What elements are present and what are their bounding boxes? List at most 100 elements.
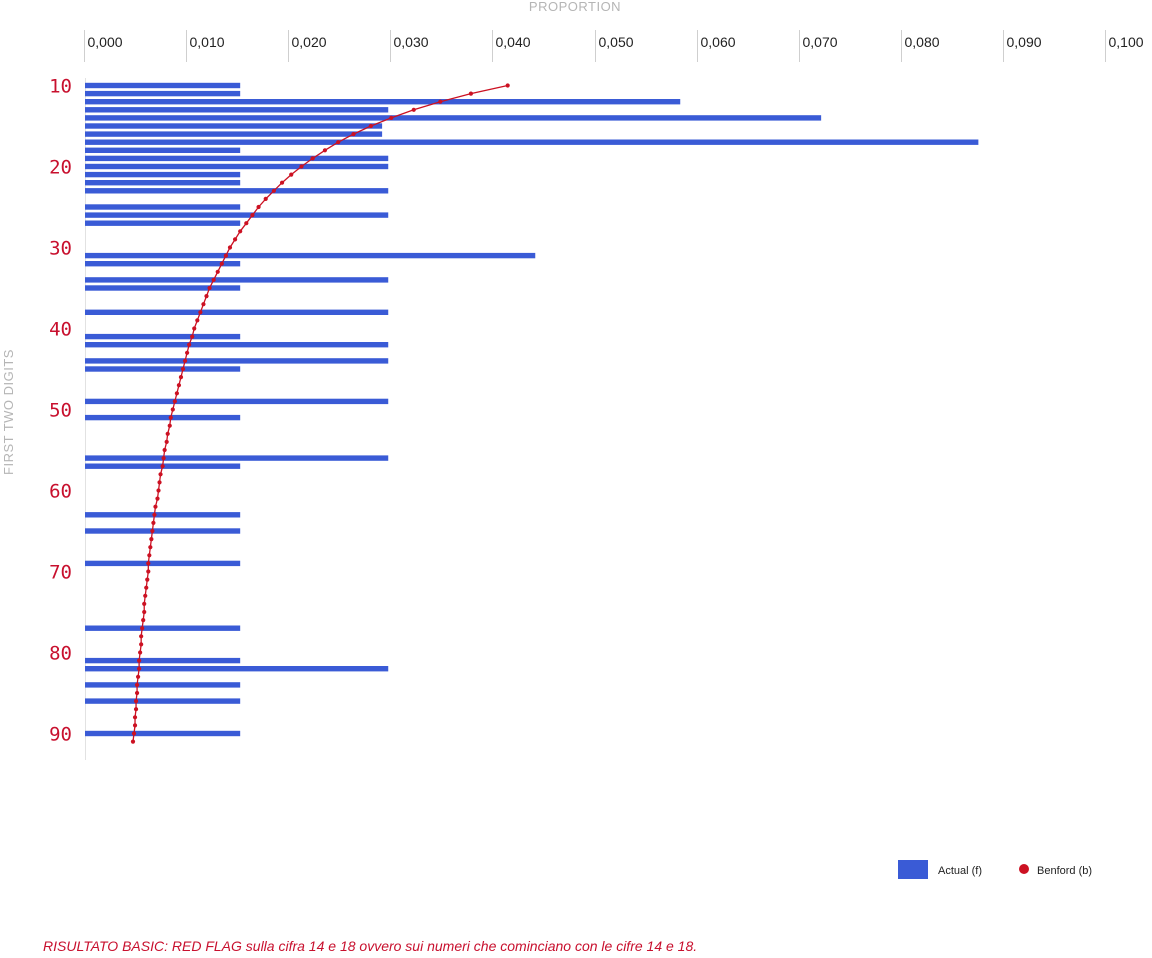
benford-point xyxy=(133,707,139,712)
x-tick-label: 0,000 xyxy=(88,34,123,50)
benford-point xyxy=(144,585,149,590)
benford-series xyxy=(130,83,510,744)
benford-point xyxy=(137,666,142,671)
benford-point xyxy=(204,294,209,299)
actual-bar xyxy=(85,398,389,405)
benford-point xyxy=(299,164,304,169)
actual-bar xyxy=(85,212,389,218)
benford-point xyxy=(151,520,156,526)
benford-point xyxy=(142,601,147,607)
benford-point xyxy=(192,326,197,331)
actual-bar xyxy=(85,220,241,226)
benford-point xyxy=(178,375,184,380)
benford-point xyxy=(411,107,416,112)
benford-point xyxy=(168,415,173,420)
actual-bar xyxy=(85,107,389,113)
benford-point xyxy=(149,537,154,542)
x-tick-label: 0,060 xyxy=(701,34,736,50)
actual-bar xyxy=(85,180,241,186)
x-tick-label: 0,070 xyxy=(803,34,838,50)
x-axis-title: PROPORTION xyxy=(529,0,621,14)
legend: Actual (f) Benford (b) xyxy=(898,860,1092,879)
benford-point xyxy=(195,318,200,323)
benford-point xyxy=(141,618,146,623)
actual-bar xyxy=(85,188,389,194)
actual-bar xyxy=(85,115,822,121)
benford-point xyxy=(146,561,151,566)
benford-point xyxy=(145,577,150,582)
benford-point xyxy=(138,650,143,655)
benford-point xyxy=(160,464,165,469)
actual-bar xyxy=(85,333,241,340)
actual-bar xyxy=(85,123,383,129)
actual-bar xyxy=(85,682,241,688)
actual-bar xyxy=(85,342,389,348)
benford-point xyxy=(152,512,157,517)
actual-bar xyxy=(85,139,979,145)
actual-bar xyxy=(85,163,389,170)
actual-bar xyxy=(85,730,241,737)
x-tick-label: 0,080 xyxy=(905,34,940,50)
actual-bar xyxy=(85,358,389,364)
y-tick-label: 60 xyxy=(49,481,72,503)
benford-point xyxy=(147,553,152,558)
benford-point xyxy=(158,472,163,477)
actual-bar xyxy=(85,455,389,461)
legend-benford-marker xyxy=(1019,864,1029,874)
benford-point xyxy=(271,188,276,193)
benford-point xyxy=(133,699,139,704)
benford-point xyxy=(310,156,315,161)
legend-benford-label: Benford (b) xyxy=(1037,865,1092,877)
actual-bar xyxy=(85,666,389,672)
benford-point xyxy=(187,342,192,347)
benford-point xyxy=(336,140,341,145)
actual-bar xyxy=(85,99,681,105)
x-tick-label: 0,040 xyxy=(496,34,531,50)
benford-point xyxy=(142,609,147,615)
benford-point xyxy=(156,488,161,493)
benford-line xyxy=(132,84,508,742)
benford-point xyxy=(165,431,170,436)
legend-actual-label: Actual (f) xyxy=(938,865,982,877)
benford-point xyxy=(351,132,356,137)
benford-point xyxy=(250,213,255,218)
benford-point xyxy=(172,399,177,404)
benford-point xyxy=(438,99,443,104)
benford-point xyxy=(132,715,138,720)
benford-point xyxy=(155,496,160,501)
benford-point xyxy=(279,180,285,185)
benford-point xyxy=(505,83,510,88)
benford-point xyxy=(137,658,142,663)
benford-point xyxy=(162,447,167,453)
benford-point xyxy=(256,204,261,210)
benford-point xyxy=(153,504,158,509)
benford-point xyxy=(167,423,172,428)
actual-bar xyxy=(85,512,241,518)
benford-point xyxy=(190,334,195,339)
benford-point xyxy=(139,634,144,639)
benford-point xyxy=(132,723,138,728)
benford-point xyxy=(198,310,203,315)
benford-point xyxy=(322,148,328,153)
x-tick-label: 0,020 xyxy=(292,34,327,50)
actual-bar xyxy=(85,155,389,162)
actual-bar xyxy=(85,252,536,259)
x-tick-label: 0,100 xyxy=(1109,34,1144,50)
benford-point xyxy=(150,528,155,534)
actual-bar xyxy=(85,204,241,210)
benford-point xyxy=(211,277,216,282)
benford-point xyxy=(185,350,190,355)
y-tick-label: 40 xyxy=(49,319,72,341)
result-footnote: RISULTATO BASIC: RED FLAG sulla cifra 14… xyxy=(43,938,698,954)
actual-bar xyxy=(85,90,241,97)
benford-point xyxy=(368,123,373,129)
benford-point xyxy=(238,229,243,234)
y-tick-label: 70 xyxy=(49,562,72,584)
benford-point xyxy=(148,545,153,550)
benford-point xyxy=(180,366,186,372)
y-tick-label: 50 xyxy=(49,400,72,422)
actual-bar xyxy=(85,285,241,291)
y-axis: 10 20 30 40 50 60 70 80 90 xyxy=(49,76,72,746)
y-axis-title: FIRST TWO DIGITS xyxy=(1,349,16,475)
